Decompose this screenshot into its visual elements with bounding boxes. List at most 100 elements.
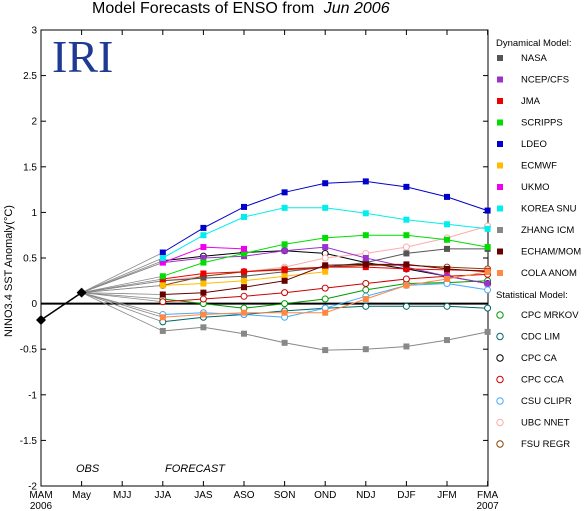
x-tick-label: DJF [397,490,415,501]
legend-item: KOREA SNU [497,204,577,215]
data-point [484,328,491,335]
legend-statistical-title: Statistical Model: [496,290,568,301]
data-point [200,324,207,331]
legend-label: KOREA SNU [521,204,577,215]
data-point [362,302,370,310]
data-point [159,314,166,321]
legend: Dynamical Model: NASA NCEP/CFS JMA SCRIPPS L… [496,38,581,450]
legend-marker [496,397,504,405]
data-point [321,254,329,262]
x-tick-label: JJA [154,490,171,501]
legend-marker [496,418,504,427]
x-tick-label: MAM [29,490,52,501]
data-point [322,309,329,316]
data-point [200,244,207,251]
data-point [200,289,207,296]
y-tick-label: 1 [31,208,37,219]
legend-marker [496,311,504,319]
y-tick-label: -2 [28,482,37,493]
legend-item: CPC MRKOV [496,310,579,321]
data-point [241,268,247,275]
data-point [484,286,492,294]
series-zhang-icm [81,292,491,354]
legend-label: CSU CLIPR [521,396,572,407]
data-point [322,262,329,269]
legend-marker [497,162,503,169]
legend-item: CDC LIM [496,332,560,343]
data-point [159,273,166,280]
series-ldeo [81,178,491,294]
legend-label: FSU REGR [521,439,570,450]
data-point [281,309,288,316]
legend-item: CPC CA [496,353,558,364]
series-cola-anom [81,268,491,321]
legend-label: UKMO [521,182,550,193]
data-point [322,180,329,187]
data-point [484,268,491,275]
data-point [200,280,207,287]
legend-item: JMA [497,96,541,107]
data-point [403,261,410,268]
legend-statistical: CPC MRKOV CDC LIM CPC CA CPC CCA CSU CLIPR UB… [496,310,579,450]
x-tick-label: MJJ [113,490,131,501]
data-point [159,282,166,289]
data-point [403,183,410,190]
legend-label: CDC LIM [521,332,560,343]
data-point [200,311,207,318]
data-point [281,277,288,284]
y-tick-label: 3 [31,26,37,37]
chart-title-prefix: Model Forecasts of ENSO from [92,0,314,17]
observed-line [40,292,83,321]
legend-label: ECMWF [521,161,557,172]
series-line [162,326,488,351]
y-tick-label: 0 [31,299,37,310]
legend-marker [497,55,503,61]
data-point [200,270,207,277]
data-point [402,243,410,251]
series-connector [81,292,163,303]
legend-item: CSU CLIPR [496,396,572,407]
data-point [321,284,329,292]
series-connector [81,292,163,323]
legend-marker [497,184,503,190]
x-tick-label: JAS [194,490,213,501]
legend-item: ECHAM/MOM [497,247,581,258]
y-tick-label: 0.5 [23,254,37,265]
data-point [200,259,207,266]
series-ukmo [81,244,247,294]
data-point [281,266,288,273]
year-label: 2006 [30,501,53,511]
legend-label: CPC CCA [521,375,564,386]
data-point [159,249,166,256]
data-point [322,234,329,241]
data-point [159,259,166,266]
observed-series [36,287,87,326]
legend-marker [497,98,503,104]
legend-marker [496,440,504,448]
year-label: 2007 [476,501,499,511]
data-point [199,295,207,303]
data-point [241,245,247,252]
data-point [362,346,369,353]
x-tick-label: NDJ [356,490,375,501]
data-point [484,244,491,251]
data-point [444,221,450,228]
legend-item: FSU REGR [496,439,570,450]
data-point [200,232,207,239]
data-point [484,207,491,214]
data-point [281,289,289,297]
data-point [362,210,369,217]
data-point [443,302,451,310]
series-connector [81,292,163,300]
legend-item: UKMO [497,182,550,193]
legend-label: CPC CA [521,353,558,364]
data-point [159,291,166,298]
data-point [200,275,207,282]
y-tick-label: -0.5 [20,345,38,356]
x-axis: MAM May MJJ JJA JAS ASO SON OND NDJ DJF JFM FMA 2006… [29,30,499,511]
iri-logo: IRI [52,31,113,82]
data-point [200,224,207,231]
data-point [403,282,410,289]
data-point [241,213,247,220]
series-lines [81,178,492,354]
